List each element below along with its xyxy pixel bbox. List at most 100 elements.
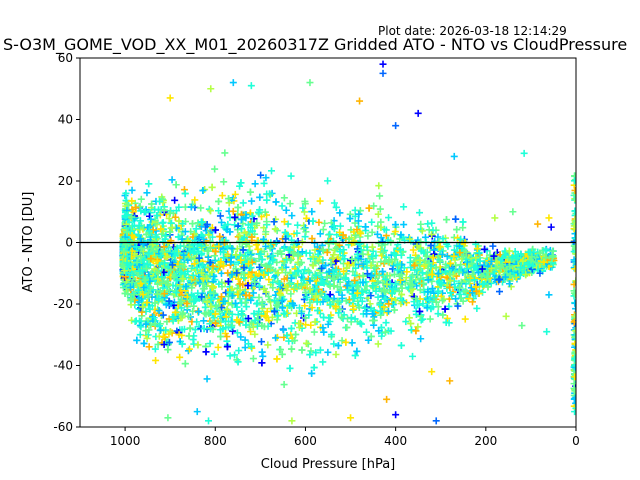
scatter-point [385, 214, 393, 222]
scatter-point [340, 267, 348, 275]
scatter-point [373, 230, 381, 238]
scatter-point [398, 284, 406, 292]
scatter-point [205, 231, 213, 239]
scatter-point [442, 216, 450, 224]
scatter-point [347, 314, 355, 322]
scatter-point [216, 212, 224, 220]
scatter-point [203, 221, 211, 229]
scatter-point [147, 215, 155, 223]
scatter-point [260, 235, 268, 243]
scatter-point [427, 242, 435, 250]
scatter-point [363, 310, 371, 318]
y-tick-label: 60 [58, 51, 73, 65]
scatter-point [174, 233, 182, 241]
scatter-point [260, 271, 268, 279]
scatter-point [461, 315, 469, 323]
scatter-point [286, 200, 294, 208]
scatter-point [219, 325, 227, 333]
scatter-point [225, 195, 233, 203]
scatter-point [194, 289, 202, 297]
scatter-point [296, 323, 304, 331]
y-tick-label: 40 [58, 113, 73, 127]
scatter-point [570, 318, 576, 326]
scatter-point [219, 262, 227, 270]
scatter-point [459, 218, 467, 226]
scatter-point [391, 280, 399, 288]
scatter-point [372, 287, 380, 295]
scatter-point [130, 271, 138, 279]
scatter-point [156, 287, 164, 295]
scatter-point [224, 269, 232, 277]
scatter-point [316, 269, 324, 277]
scatter-point [122, 228, 130, 236]
scatter-point [457, 235, 465, 243]
scatter-point [143, 334, 151, 342]
scatter-point [425, 296, 433, 304]
scatter-point [216, 233, 224, 241]
scatter-point [401, 279, 409, 287]
scatter-point [154, 340, 162, 348]
scatter-point [345, 296, 353, 304]
scatter-point [157, 252, 165, 260]
scatter-point [393, 261, 401, 269]
scatter-point [274, 312, 282, 320]
scatter-point [263, 196, 271, 204]
scatter-point [315, 218, 323, 226]
scatter-point [390, 249, 398, 257]
scatter-point [359, 260, 367, 268]
scatter-point [135, 222, 143, 230]
scatter-point [217, 269, 225, 277]
scatter-point [233, 269, 241, 277]
scatter-point [158, 273, 166, 281]
scatter-point [381, 295, 389, 303]
scatter-point [368, 252, 376, 260]
scatter-point [502, 312, 510, 320]
x-tick-label: 400 [384, 434, 407, 448]
scatter-point [145, 343, 153, 351]
scatter-point [571, 333, 576, 341]
scatter-point [319, 358, 327, 366]
scatter-point [195, 307, 203, 315]
scatter-point [379, 268, 387, 276]
scatter-point [248, 212, 256, 220]
scatter-point [479, 288, 487, 296]
scatter-point [187, 203, 195, 211]
scatter-point [309, 253, 317, 261]
scatter-point [400, 221, 408, 229]
scatter-point [413, 242, 421, 250]
scatter-point [237, 256, 245, 264]
scatter-point [452, 261, 460, 269]
scatter-point [288, 345, 296, 353]
scatter-point [392, 122, 400, 130]
scatter-point [186, 296, 194, 304]
scatter-point [261, 270, 269, 278]
scatter-point [422, 252, 430, 260]
scatter-point [348, 255, 356, 263]
scatter-point [171, 213, 179, 221]
scatter-point [319, 226, 327, 234]
scatter-point [314, 307, 322, 315]
scatter-point [300, 225, 308, 233]
scatter-point [134, 286, 142, 294]
scatter-point [228, 270, 236, 278]
scatter-point [491, 214, 499, 222]
scatter-point [571, 207, 576, 215]
scatter-point [299, 204, 307, 212]
scatter-point [203, 275, 211, 283]
scatter-point [520, 149, 528, 157]
scatter-point [139, 240, 147, 248]
scatter-point [300, 269, 308, 277]
scatter-point [416, 209, 424, 217]
scatter-point [223, 343, 231, 351]
scatter-point [312, 349, 320, 357]
scatter-point [335, 309, 343, 317]
scatter-point [456, 242, 464, 250]
scatter-point [133, 243, 141, 251]
scatter-points [119, 60, 576, 425]
scatter-point [312, 271, 320, 279]
scatter-point [231, 351, 239, 359]
scatter-point [123, 252, 131, 260]
scatter-point [403, 268, 411, 276]
scatter-point [236, 295, 244, 303]
scatter-point [383, 309, 391, 317]
